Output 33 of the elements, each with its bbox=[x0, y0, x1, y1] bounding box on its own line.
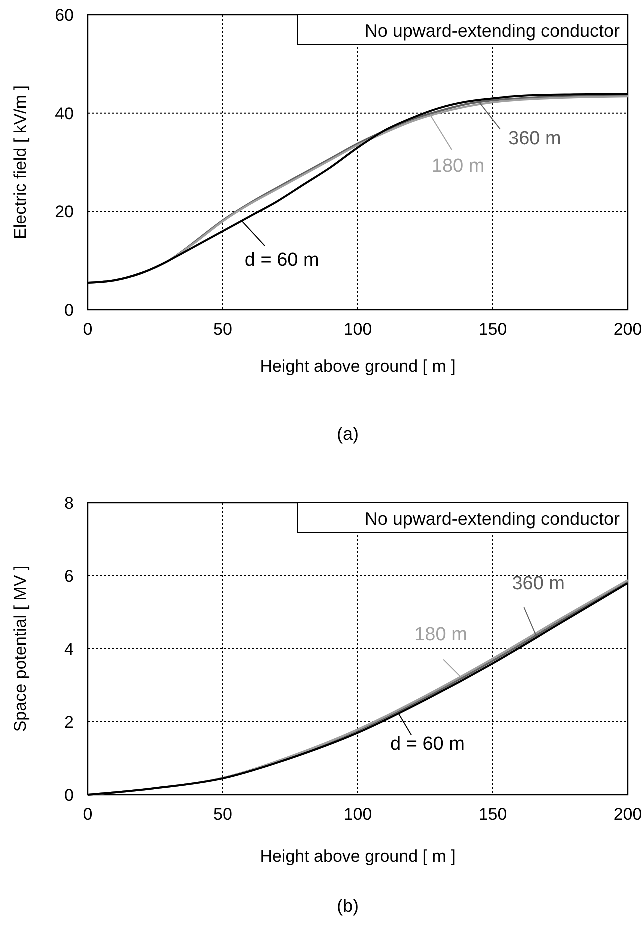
x-tick-label: 0 bbox=[83, 805, 93, 824]
x-tick-label: 150 bbox=[478, 320, 508, 339]
legend-label: d = 60 m bbox=[244, 250, 320, 272]
y-tick-label: 0 bbox=[64, 786, 74, 805]
x-tick-label: 100 bbox=[344, 320, 372, 339]
legend-label: 180 m bbox=[432, 156, 485, 177]
y-tick-label: 4 bbox=[64, 640, 74, 659]
y-axis-title: Space potential [ MV ] bbox=[11, 566, 30, 732]
annotation: No upward-extending conductor bbox=[364, 509, 620, 529]
y-tick-label: 40 bbox=[55, 104, 74, 124]
annotation: No upward-extending conductor bbox=[364, 21, 620, 41]
x-tick-label: 50 bbox=[214, 805, 232, 824]
x-tick-label: 150 bbox=[478, 805, 508, 824]
x-tick-label: 0 bbox=[83, 320, 93, 339]
y-tick-label: 20 bbox=[55, 202, 74, 222]
series-label: 180 m bbox=[414, 624, 468, 646]
legend-label: 360 m bbox=[508, 128, 562, 150]
y-tick-label: 6 bbox=[64, 567, 74, 586]
x-tick-label: 100 bbox=[344, 805, 372, 824]
y-tick-label: 0 bbox=[64, 301, 74, 320]
text: (a) bbox=[337, 424, 359, 444]
y-tick-label: 60 bbox=[55, 6, 74, 25]
legend-label: d = 60 m bbox=[390, 734, 465, 756]
y-tick-label: 8 bbox=[64, 494, 74, 513]
x-tick-label: 200 bbox=[614, 805, 642, 824]
x-axis-title: Height above ground [ m ] bbox=[260, 847, 456, 866]
text: (b) bbox=[337, 896, 359, 916]
x-axis-title: Height above ground [ m ] bbox=[260, 357, 456, 376]
series-label: 360 m bbox=[512, 574, 566, 595]
y-axis-title: Electric field [ kV/m ] bbox=[11, 86, 30, 240]
x-tick-label: 50 bbox=[214, 320, 232, 339]
x-tick-label: 200 bbox=[614, 320, 642, 339]
y-tick-label: 2 bbox=[64, 713, 74, 732]
